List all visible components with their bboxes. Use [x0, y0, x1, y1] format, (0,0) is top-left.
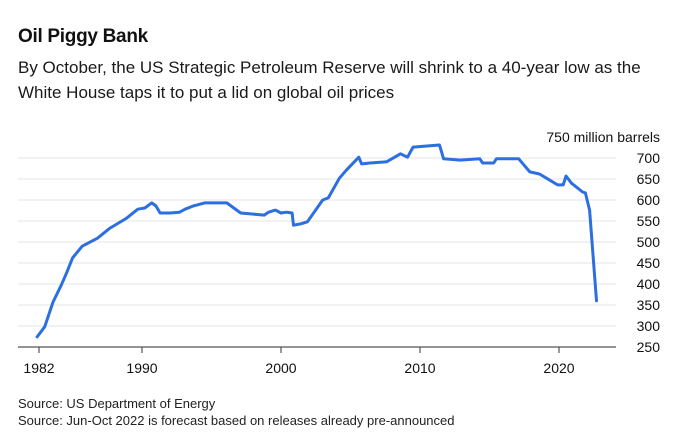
y-tick-label: 550 — [637, 213, 661, 229]
x-tick-label: 2020 — [543, 360, 574, 376]
y-tick-label: 400 — [637, 276, 661, 292]
y-tick-label: 650 — [637, 171, 661, 187]
x-tick-label: 1990 — [126, 360, 157, 376]
gridlines — [18, 157, 616, 327]
x-tick-label: 2000 — [265, 360, 296, 376]
y-tick-labels: 250 300 350 400 450 500 550 600 650 700 — [637, 150, 661, 355]
x-tick-labels: 1982 1990 2000 2010 2020 — [23, 360, 574, 376]
chart-subtitle: By October, the US Strategic Petroleum R… — [18, 58, 641, 102]
y-tick-label: 700 — [637, 150, 661, 166]
y-tick-label: 250 — [637, 339, 661, 355]
y-tick-label: 500 — [637, 234, 661, 250]
y-tick-label: 600 — [637, 192, 661, 208]
x-tick-label: 1982 — [23, 360, 54, 376]
y-unit-label: 750 million barrels — [546, 129, 660, 145]
source-note: Source: US Department of Energy — [18, 396, 216, 411]
y-tick-label: 350 — [637, 297, 661, 313]
x-tick-label: 2010 — [404, 360, 435, 376]
series-line-spr — [35, 143, 598, 339]
chart-title: Oil Piggy Bank — [18, 26, 148, 47]
x-axis — [18, 346, 616, 353]
forecast-note: Source: Jun-Oct 2022 is forecast based o… — [18, 413, 455, 428]
y-tick-label: 300 — [637, 318, 661, 334]
y-tick-label: 450 — [637, 255, 661, 271]
